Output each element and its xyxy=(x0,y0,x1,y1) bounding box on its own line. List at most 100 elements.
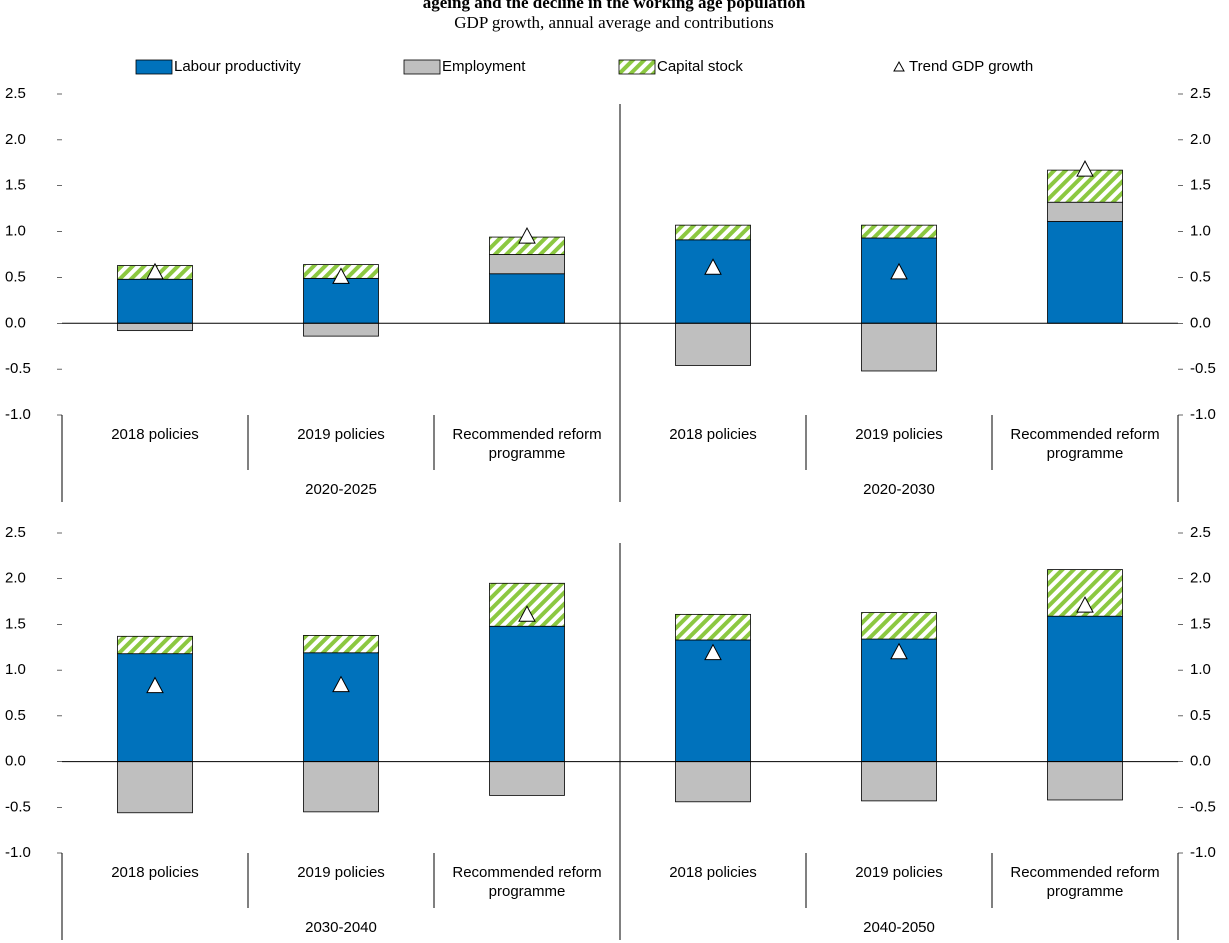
trend-marker xyxy=(1076,160,1094,177)
trend-marker xyxy=(518,227,536,244)
y2-tick-label: 0.5 xyxy=(1190,707,1211,724)
y2-tick-label: -1.0 xyxy=(1190,844,1216,861)
bar xyxy=(117,278,193,324)
trend-marker xyxy=(146,262,164,280)
y-tick-label: 2.5 xyxy=(5,524,26,541)
bar xyxy=(489,273,565,324)
legend-label: Capital stock xyxy=(657,58,743,75)
y-tick-label: 2.5 xyxy=(5,85,26,102)
y2-tick-label: 2.5 xyxy=(1190,524,1211,541)
bar xyxy=(117,322,193,332)
trend-marker xyxy=(704,643,722,661)
trend-marker xyxy=(332,267,350,284)
x-tick-label: Recommended reform programme xyxy=(452,864,602,900)
legend-marker xyxy=(893,60,905,72)
y-tick-label: -1.0 xyxy=(5,844,31,861)
bar xyxy=(303,652,379,762)
y-tick-label: 1.5 xyxy=(5,615,26,632)
x-tick-label: 2018 policies xyxy=(111,864,199,881)
x-tick-label: 2018 policies xyxy=(669,426,757,443)
chart-title: ageing and the decline in the working ag… xyxy=(423,0,806,12)
y2-tick-label: 1.0 xyxy=(1190,661,1211,678)
legend-label: Employment xyxy=(442,58,526,75)
bar xyxy=(303,635,379,654)
y-tick-label: 1.0 xyxy=(5,661,26,678)
trend-marker xyxy=(890,642,908,660)
x-tick-label: 2019 policies xyxy=(855,864,943,881)
legend-swatch xyxy=(618,59,656,75)
bar xyxy=(861,638,937,762)
bar xyxy=(675,322,751,366)
bar xyxy=(489,761,565,796)
y2-tick-label: 0.0 xyxy=(1190,314,1211,331)
y2-tick-label: 0.0 xyxy=(1190,753,1211,770)
trend-marker xyxy=(332,675,350,693)
bar xyxy=(303,322,379,337)
y-tick-label: 0.0 xyxy=(5,314,26,331)
legend-label: Trend GDP growth xyxy=(909,58,1033,75)
y-tick-label: 0.5 xyxy=(5,268,26,285)
bar xyxy=(861,322,937,372)
y-tick-label: 0.0 xyxy=(5,753,26,770)
legend-label: Labour productivity xyxy=(174,58,301,75)
bar xyxy=(303,277,379,324)
bar xyxy=(117,761,193,814)
x-tick-label: Recommended reform programme xyxy=(1010,426,1160,462)
group-label: 2040-2050 xyxy=(863,919,935,936)
trend-marker xyxy=(146,676,164,694)
bar xyxy=(861,612,937,640)
bar xyxy=(675,613,751,641)
y2-tick-label: 2.0 xyxy=(1190,131,1211,148)
x-tick-label: 2019 policies xyxy=(855,426,943,443)
y-tick-label: 2.0 xyxy=(5,570,26,587)
bar xyxy=(861,224,937,239)
trend-marker xyxy=(1076,596,1094,613)
trend-marker xyxy=(704,258,722,275)
chart-subtitle: GDP growth, annual average and contribut… xyxy=(454,13,773,32)
y-tick-label: -1.0 xyxy=(5,406,31,423)
bar xyxy=(1047,615,1123,762)
y-tick-label: 2.0 xyxy=(5,131,26,148)
bar xyxy=(1047,761,1123,801)
x-tick-label: 2018 policies xyxy=(111,426,199,443)
trend-marker xyxy=(518,605,536,622)
group-label: 2030-2040 xyxy=(305,919,377,936)
bar xyxy=(675,224,751,241)
y2-tick-label: -0.5 xyxy=(1190,798,1216,815)
y2-tick-label: 2.0 xyxy=(1190,570,1211,587)
group-label: 2020-2030 xyxy=(863,481,935,498)
x-tick-label: 2018 policies xyxy=(669,864,757,881)
bar xyxy=(303,761,379,813)
x-tick-label: Recommended reform programme xyxy=(452,426,602,462)
trend-marker xyxy=(890,262,908,280)
y2-tick-label: 1.5 xyxy=(1190,177,1211,194)
y2-tick-label: 1.0 xyxy=(1190,223,1211,240)
legend-swatch xyxy=(403,59,441,75)
bar xyxy=(675,239,751,324)
y-tick-label: 1.0 xyxy=(5,223,26,240)
group-label: 2020-2025 xyxy=(305,481,377,498)
bar xyxy=(489,625,565,762)
legend-swatch xyxy=(135,59,173,75)
y-tick-label: 1.5 xyxy=(5,177,26,194)
bar xyxy=(1047,221,1123,324)
bar xyxy=(117,635,193,655)
bar xyxy=(117,653,193,762)
bar xyxy=(1047,201,1123,222)
y2-tick-label: -1.0 xyxy=(1190,406,1216,423)
y2-tick-label: -0.5 xyxy=(1190,360,1216,377)
bar xyxy=(489,254,565,275)
y-tick-label: -0.5 xyxy=(5,798,31,815)
x-tick-label: 2019 policies xyxy=(297,426,385,443)
y2-tick-label: 1.5 xyxy=(1190,615,1211,632)
bar xyxy=(861,237,937,324)
y2-tick-label: 0.5 xyxy=(1190,268,1211,285)
bar xyxy=(861,761,937,802)
bar xyxy=(675,761,751,803)
y2-tick-label: 2.5 xyxy=(1190,85,1211,102)
y-tick-label: 0.5 xyxy=(5,707,26,724)
x-tick-label: Recommended reform programme xyxy=(1010,864,1160,900)
bar xyxy=(675,639,751,762)
x-tick-label: 2019 policies xyxy=(297,864,385,881)
